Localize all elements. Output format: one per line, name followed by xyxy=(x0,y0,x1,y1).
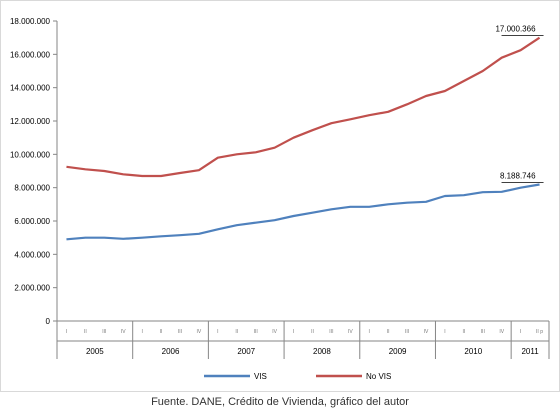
y-tick-label: 18.000.000 xyxy=(10,17,51,26)
x-quarter-tick-label: III xyxy=(481,329,485,335)
x-year-label: 2010 xyxy=(464,347,482,356)
x-quarter-tick-label: III xyxy=(254,329,258,335)
series-line-no-vis xyxy=(66,36,541,178)
x-quarter-tick-label: I xyxy=(444,329,445,335)
series-line-vis xyxy=(66,183,540,241)
x-quarter-tick-label: II xyxy=(311,329,314,335)
x-quarter-tick-label: II xyxy=(160,329,163,335)
x-quarter-tick-label: II xyxy=(387,329,390,335)
x-quarter-tick-label: III xyxy=(102,329,106,335)
y-tick-label: 2.000.000 xyxy=(14,284,50,293)
y-tick-label: 10.000.000 xyxy=(10,150,51,159)
y-tick-label: 4.000.000 xyxy=(14,250,50,259)
x-year-label: 2006 xyxy=(162,347,180,356)
x-quarter-tick-label: IV xyxy=(121,329,126,335)
legend-label: VIS xyxy=(254,372,267,381)
x-year-label: 2008 xyxy=(313,347,331,356)
x-quarter-tick-label: IV xyxy=(424,329,429,335)
x-quarter-tick-label: IV xyxy=(499,329,504,335)
x-quarter-tick-label: III xyxy=(329,329,333,335)
y-tick-label: 8.000.000 xyxy=(14,184,50,193)
x-quarter-tick-label: I xyxy=(141,329,142,335)
x-quarter-tick-label: II p xyxy=(536,329,543,335)
data-label: 17.000.366 xyxy=(495,25,536,34)
x-quarter-tick-label: I xyxy=(217,329,218,335)
y-tick-label: 14.000.000 xyxy=(10,84,51,93)
x-quarter-tick-label: I xyxy=(66,329,67,335)
x-quarter-tick-label: IV xyxy=(348,329,353,335)
x-year-label: 2009 xyxy=(389,347,407,356)
x-quarter-tick-label: IV xyxy=(197,329,202,335)
line-chart: 0 2.000.000 4.000.000 6.000.000 8.000.000 10.… xyxy=(10,17,550,381)
chart-frame: 0 2.000.000 4.000.000 6.000.000 8.000.000 10.… xyxy=(0,0,560,392)
x-quarter-tick-label: II xyxy=(462,329,465,335)
x-quarter-tick-label: I xyxy=(293,329,294,335)
x-quarter-tick-label: III xyxy=(178,329,182,335)
x-quarter-tick-label: II xyxy=(235,329,238,335)
y-tick-label: 12.000.000 xyxy=(10,117,51,126)
x-year-label: 2007 xyxy=(237,347,255,356)
legend-label: No VIS xyxy=(366,372,391,381)
x-year-label: 2011 xyxy=(521,347,539,356)
y-tick-label: 0 xyxy=(46,317,51,326)
x-quarter-tick-label: II xyxy=(84,329,87,335)
y-tick-label: 16.000.000 xyxy=(10,50,51,59)
x-quarter-tick-label: III xyxy=(405,329,409,335)
data-label: 8.188.746 xyxy=(500,172,536,181)
x-quarter-tick-label: I xyxy=(369,329,370,335)
x-year-label: 2005 xyxy=(86,347,104,356)
y-tick-label: 6.000.000 xyxy=(14,217,50,226)
source-caption: Fuente. DANE, Crédito de Vivienda, gráfi… xyxy=(151,396,409,408)
x-quarter-tick-label: IV xyxy=(272,329,277,335)
x-quarter-tick-label: I xyxy=(520,329,521,335)
